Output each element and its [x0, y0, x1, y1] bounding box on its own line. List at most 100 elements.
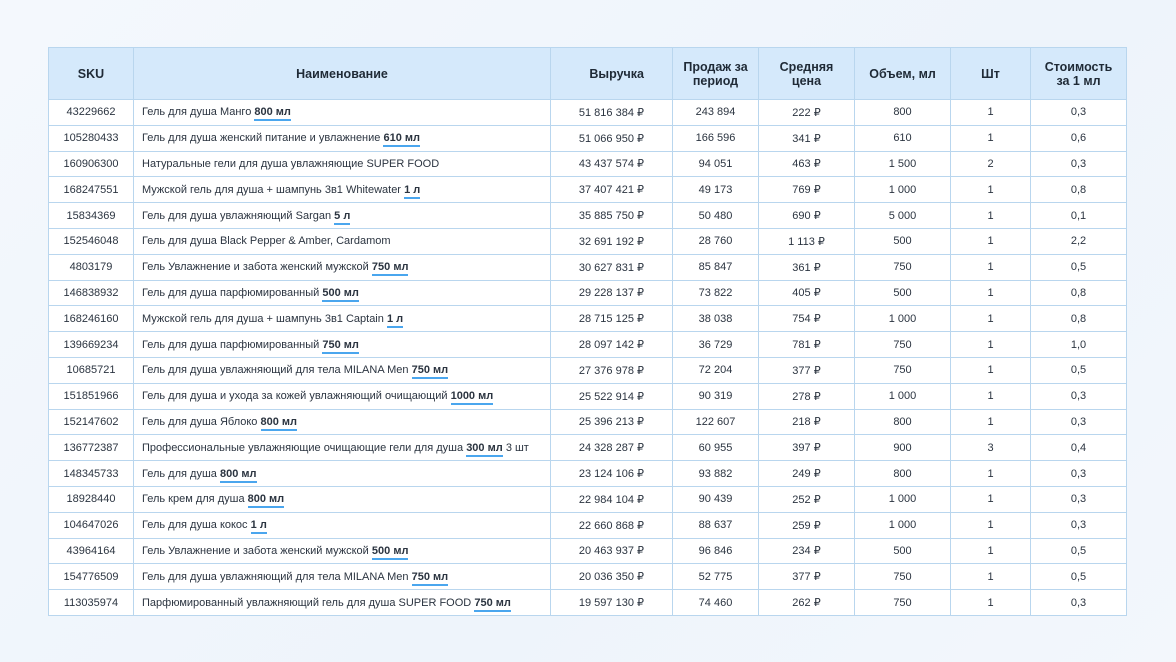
product-name: Мужской гель для душа + шампунь 3в1 Whit…	[133, 176, 551, 204]
cost-per-ml: 0,1	[1030, 202, 1127, 229]
sales: 73 822	[672, 279, 759, 307]
cost-per-ml: 0,6	[1030, 124, 1127, 152]
sku: 43229662	[48, 99, 134, 126]
avg-price: 377 ₽	[758, 356, 855, 384]
product-name: Гель Увлажнение и забота женский мужской…	[133, 537, 551, 565]
table-row: 168246160 Мужской гель для душа + шампунь…	[48, 305, 1127, 333]
avg-price: 1 113 ₽	[758, 227, 855, 255]
volume-highlight: 1000 мл	[450, 390, 494, 406]
sku: 10685721	[48, 356, 134, 384]
sales: 50 480	[672, 202, 759, 229]
sku: 148345733	[48, 460, 134, 487]
sku-table: SKU Наименование Выручка Продаж за период Ср…	[48, 47, 1127, 616]
revenue: 24 328 287 ₽	[550, 434, 673, 462]
volume: 800	[854, 408, 951, 436]
avg-price: 690 ₽	[758, 202, 855, 229]
sku: 43964164	[48, 537, 134, 565]
avg-price: 377 ₽	[758, 563, 855, 591]
revenue: 51 816 384 ₽	[550, 99, 673, 126]
sales: 243 894	[672, 99, 759, 126]
sku: 168247551	[48, 176, 134, 204]
volume-highlight: 1 л	[404, 183, 421, 199]
avg-price: 769 ₽	[758, 176, 855, 204]
cost-per-ml: 0,3	[1030, 99, 1127, 126]
revenue: 43 437 574 ₽	[550, 150, 673, 178]
sales: 28 760	[672, 227, 759, 255]
sales: 60 955	[672, 434, 759, 462]
volume: 750	[854, 253, 951, 281]
name-text: Гель для душа увлажняющий для тела MILAN…	[142, 570, 409, 583]
sku: 139669234	[48, 331, 134, 358]
table-row: 146838932 Гель для душа парфюмированный 50…	[48, 279, 1127, 307]
name-text: Гель Увлажнение и забота женский мужской	[142, 544, 369, 557]
cost-per-ml: 0,5	[1030, 356, 1127, 384]
name-text: Гель для душа кокос	[142, 519, 248, 532]
product-name: Гель для душа Black Pepper & Amber, Card…	[133, 227, 551, 255]
avg-price: 463 ₽	[758, 150, 855, 178]
sku: 104647026	[48, 511, 134, 539]
sku: 113035974	[48, 589, 134, 616]
name-text: Гель для душа женский питание и увлажнен…	[142, 132, 381, 145]
quantity: 1	[950, 485, 1031, 513]
cost-per-ml: 0,4	[1030, 434, 1127, 462]
revenue: 20 036 350 ₽	[550, 563, 673, 591]
sku: 18928440	[48, 485, 134, 513]
avg-price: 397 ₽	[758, 434, 855, 462]
revenue: 32 691 192 ₽	[550, 227, 673, 255]
quantity: 1	[950, 460, 1031, 487]
volume-highlight: 750 мл	[371, 261, 409, 277]
volume-highlight: 800 мл	[247, 493, 285, 509]
column-header: Продаж за период	[672, 47, 759, 100]
product-name: Парфюмированный увлажняющий гель для душ…	[133, 589, 551, 616]
revenue: 28 715 125 ₽	[550, 305, 673, 333]
product-name: Гель для душа увлажняющий Sargan 5 л	[133, 202, 551, 229]
sku: 136772387	[48, 434, 134, 462]
revenue: 25 396 213 ₽	[550, 408, 673, 436]
header-row: SKU Наименование Выручка Продаж за период Ср…	[48, 47, 1127, 100]
quantity: 1	[950, 202, 1031, 229]
volume: 1 500	[854, 150, 951, 178]
revenue: 28 097 142 ₽	[550, 331, 673, 358]
name-text: Гель для душа увлажняющий Sargan	[142, 209, 332, 222]
avg-price: 218 ₽	[758, 408, 855, 436]
name-text: Гель Увлажнение и забота женский мужской	[142, 261, 369, 274]
volume: 750	[854, 356, 951, 384]
cost-per-ml: 0,5	[1030, 537, 1127, 565]
volume-highlight: 5 л	[334, 209, 351, 225]
sku: 4803179	[48, 253, 134, 281]
volume-highlight: 1 л	[386, 312, 404, 328]
volume-highlight: 800 мл	[260, 415, 298, 431]
name-text: Мужской гель для душа + шампунь 3в1 Whit…	[142, 183, 401, 196]
avg-price: 341 ₽	[758, 124, 855, 152]
table-row: 151851966 Гель для душа и ухода за кожей …	[48, 382, 1127, 410]
volume-highlight: 300 мл	[466, 441, 503, 457]
cost-per-ml: 0,3	[1030, 408, 1127, 436]
cost-per-ml: 1,0	[1030, 331, 1127, 358]
revenue: 22 660 868 ₽	[550, 511, 673, 539]
revenue: 30 627 831 ₽	[550, 253, 673, 281]
revenue: 25 522 914 ₽	[550, 382, 673, 410]
sales: 94 051	[672, 150, 759, 178]
quantity: 1	[950, 176, 1031, 204]
revenue: 22 984 104 ₽	[550, 485, 673, 513]
volume: 1 000	[854, 305, 951, 333]
avg-price: 222 ₽	[758, 99, 855, 126]
product-name: Гель для душа и ухода за кожей увлажняющ…	[133, 382, 551, 410]
sales: 52 775	[672, 563, 759, 591]
sales: 96 846	[672, 537, 759, 565]
name-text: Гель для душа увлажняющий для тела MILAN…	[142, 364, 409, 377]
product-name: Гель для душа Манго 800 мл	[133, 99, 551, 126]
volume: 1 000	[854, 511, 951, 539]
volume: 800	[854, 99, 951, 126]
column-header: Шт	[950, 47, 1031, 100]
table-row: 136772387 Профессиональные увлажняющие оч…	[48, 434, 1127, 462]
volume: 1 000	[854, 485, 951, 513]
quantity: 1	[950, 589, 1031, 616]
revenue: 27 376 978 ₽	[550, 356, 673, 384]
volume: 5 000	[854, 202, 951, 229]
product-name: Гель для душа кокос 1 л	[133, 511, 551, 539]
quantity: 1	[950, 124, 1031, 152]
quantity: 1	[950, 408, 1031, 436]
cost-per-ml: 0,3	[1030, 150, 1127, 178]
